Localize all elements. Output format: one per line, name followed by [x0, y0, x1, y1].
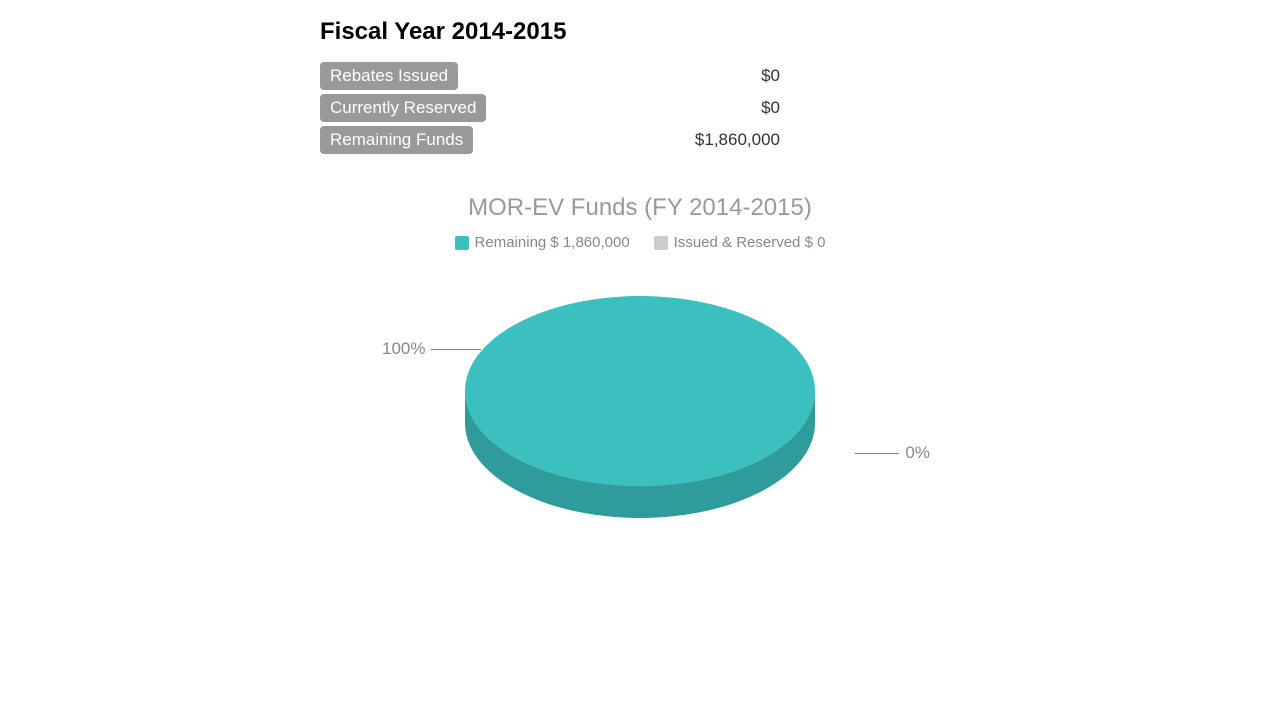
stat-label: Remaining Funds: [320, 126, 473, 154]
leader-line: [431, 349, 481, 350]
slice-label-text: 100%: [382, 339, 425, 359]
leader-line: [855, 453, 899, 454]
pie-chart-area: MOR-EV Funds (FY 2014-2015) Remaining $ …: [320, 194, 960, 561]
stat-row: Rebates Issued $0: [320, 62, 960, 90]
stat-row: Remaining Funds $1,860,000: [320, 126, 960, 154]
slice-label-text: 0%: [905, 443, 930, 463]
stat-label: Currently Reserved: [320, 94, 486, 122]
stat-value: $0: [761, 98, 960, 118]
legend-label: Issued & Reserved $ 0: [674, 234, 826, 251]
stat-value: $0: [761, 66, 960, 86]
fiscal-summary: Fiscal Year 2014-2015 Rebates Issued $0 …: [320, 18, 960, 561]
legend-item: Issued & Reserved $ 0: [654, 234, 826, 251]
legend-swatch: [654, 236, 668, 250]
legend-item: Remaining $ 1,860,000: [455, 234, 630, 251]
stat-label: Rebates Issued: [320, 62, 458, 90]
pie-top: [465, 296, 815, 486]
stats-table: Rebates Issued $0 Currently Reserved $0 …: [320, 62, 960, 154]
slice-label-left: 100%: [382, 339, 481, 359]
stat-row: Currently Reserved $0: [320, 94, 960, 122]
legend-label: Remaining $ 1,860,000: [475, 234, 630, 251]
chart-title: MOR-EV Funds (FY 2014-2015): [320, 194, 960, 222]
legend-swatch: [455, 236, 469, 250]
pie-wrapper: 100% 0%: [320, 281, 960, 561]
slice-label-right: 0%: [855, 443, 930, 463]
pie-svg: [420, 281, 860, 541]
chart-legend: Remaining $ 1,860,000 Issued & Reserved …: [320, 234, 960, 251]
stat-value: $1,860,000: [695, 130, 960, 150]
page-title: Fiscal Year 2014-2015: [320, 18, 960, 46]
